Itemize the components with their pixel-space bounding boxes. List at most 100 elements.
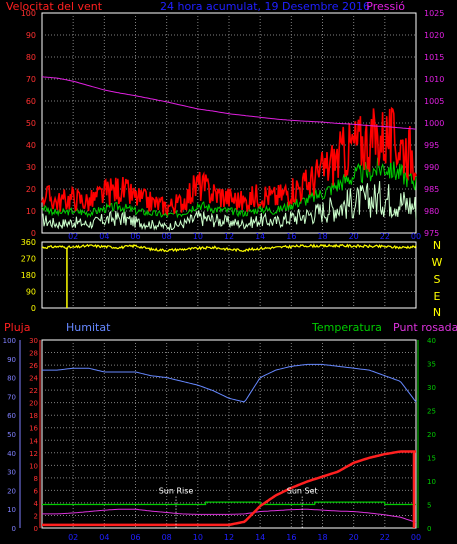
wind-axis-tick: 100 — [21, 9, 36, 18]
rain-humidity-temp-panel: 0246810121416182022242628300102030405060… — [3, 337, 436, 542]
pressure-axis-tick: 995 — [424, 141, 439, 150]
humidity-axis-tick: 50 — [7, 431, 16, 439]
humidity-axis-tick: 40 — [7, 450, 16, 458]
rain-axis-tick: 26 — [29, 362, 38, 370]
rain-axis-tick: 24 — [29, 375, 38, 383]
wind-axis-tick: 50 — [26, 119, 36, 128]
x-tick-label: 08 — [162, 533, 172, 542]
pressure-axis-tick: 1025 — [424, 9, 444, 18]
direction-axis-tick: 180 — [21, 271, 36, 280]
pressure-axis-tick: 985 — [424, 185, 439, 194]
x-tick-label: 18 — [317, 533, 327, 542]
pressure-axis-tick: 1010 — [424, 75, 444, 84]
wind-series-average — [41, 157, 417, 219]
x-tick-label: 10 — [193, 533, 203, 542]
pressure-axis-tick: 1000 — [424, 119, 444, 128]
x-tick-label: 22 — [380, 232, 390, 241]
x-tick-label: 18 — [317, 232, 327, 241]
wind-axis-tick: 10 — [26, 207, 36, 216]
x-tick-label: 00 — [411, 232, 421, 241]
rain-axis-tick: 2 — [34, 512, 38, 520]
temperature-axis-tick: 5 — [427, 502, 431, 510]
x-tick-label: 20 — [349, 533, 359, 542]
x-tick-label: 14 — [255, 533, 265, 542]
compass-west: W — [432, 256, 443, 269]
pressure-axis-tick: 1015 — [424, 53, 444, 62]
rain-axis-tick: 18 — [29, 412, 38, 420]
humidity-axis-tick: 90 — [7, 356, 16, 364]
wind-axis-tick: 20 — [26, 185, 36, 194]
dewpoint-label: Punt rosada — [393, 321, 457, 334]
pressure-axis-tick: 1020 — [424, 31, 444, 40]
x-tick-label: 12 — [224, 533, 234, 542]
wind-axis-tick: 80 — [26, 53, 36, 62]
temperature-label: Temperatura — [311, 321, 382, 334]
pressure-axis-tick: 1005 — [424, 97, 444, 106]
x-tick-label: 02 — [68, 533, 78, 542]
humidity-series — [42, 363, 417, 403]
x-tick-label: 06 — [130, 533, 140, 542]
sunset-label: Sun Set — [287, 487, 318, 496]
x-tick-label: 12 — [224, 232, 234, 241]
rain-axis-tick: 10 — [29, 462, 38, 470]
x-tick-label: 08 — [162, 232, 172, 241]
pressure-series — [41, 76, 417, 130]
x-tick-label: 04 — [99, 232, 109, 241]
pressure-axis-tick: 990 — [424, 163, 439, 172]
wind-axis-tick: 40 — [26, 141, 36, 150]
temperature-axis-tick: 20 — [427, 431, 436, 439]
rain-axis-tick: 28 — [29, 350, 38, 358]
rain-axis-tick: 14 — [29, 437, 38, 445]
chart-title: 24 hora acumulat, 19 Desembre 2016 — [160, 0, 370, 13]
x-tick-label: 16 — [286, 232, 296, 241]
wind-axis-tick: 60 — [26, 97, 36, 106]
pressure-axis-tick: 975 — [424, 229, 439, 238]
temperature-axis-tick: 0 — [427, 525, 431, 533]
wind-speed-title: Velocitat del vent — [6, 0, 103, 13]
x-tick-label: 02 — [68, 232, 78, 241]
wind-axis-tick: 70 — [26, 75, 36, 84]
rain-axis-tick: 16 — [29, 425, 38, 433]
rain-axis-tick: 4 — [34, 500, 39, 508]
temperature-axis-tick: 15 — [427, 455, 436, 463]
rain-series — [42, 450, 416, 527]
x-tick-label: 06 — [130, 232, 140, 241]
compass-south: S — [434, 273, 441, 286]
humidity-axis-tick: 70 — [7, 393, 16, 401]
wind-axis-tick: 0 — [31, 229, 36, 238]
x-tick-label: 00 — [411, 533, 421, 542]
temperature-axis-tick: 35 — [427, 361, 436, 369]
x-tick-label: 04 — [99, 533, 109, 542]
direction-axis-tick: 360 — [21, 238, 36, 247]
wind-direction-series — [41, 243, 417, 253]
pressure-axis-tick: 980 — [424, 207, 439, 216]
rain-axis-tick: 20 — [29, 400, 38, 408]
rain-axis-tick: 12 — [29, 450, 38, 458]
temperature-axis-tick: 40 — [427, 337, 436, 345]
x-tick-label: 20 — [349, 232, 359, 241]
humidity-axis-tick: 30 — [7, 469, 16, 477]
sunrise-label: Sun Rise — [159, 487, 194, 496]
direction-axis-tick: 270 — [21, 255, 36, 264]
compass-east: E — [434, 290, 441, 303]
humidity-label: Humitat — [66, 321, 111, 334]
x-tick-label: 14 — [255, 232, 265, 241]
rain-axis-tick: 22 — [29, 387, 38, 395]
compass-north-top: N — [433, 239, 441, 252]
wind-axis-tick: 30 — [26, 163, 36, 172]
temperature-axis-tick: 10 — [427, 478, 436, 486]
direction-axis-tick: 90 — [26, 288, 36, 297]
humidity-axis-tick: 10 — [7, 506, 16, 514]
dewpoint-series — [42, 508, 417, 523]
pressure-title: Pressió — [366, 0, 405, 13]
x-tick-label: 22 — [380, 533, 390, 542]
x-tick-label: 16 — [286, 533, 296, 542]
rain-axis-tick: 30 — [29, 337, 38, 345]
rain-label: Pluja — [4, 321, 30, 334]
compass-north-bottom: N — [433, 306, 441, 319]
wind-series-gust — [41, 106, 417, 216]
temperature-axis-tick: 30 — [427, 384, 436, 392]
wind-series-low — [42, 180, 417, 232]
